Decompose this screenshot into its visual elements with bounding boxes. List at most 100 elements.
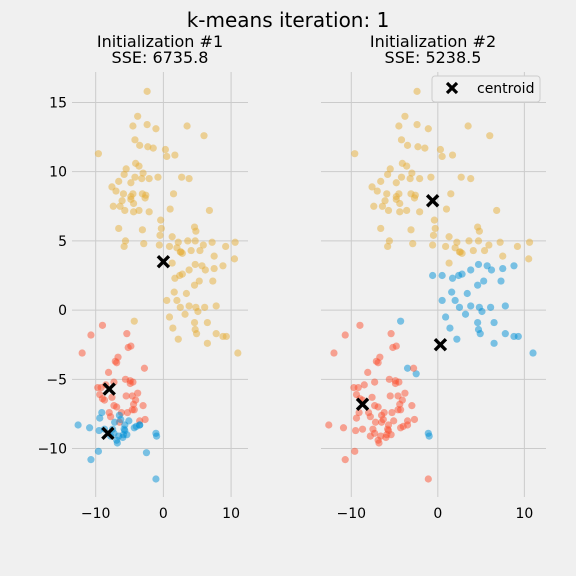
data-point-blue xyxy=(529,349,537,357)
data-point-yellow xyxy=(203,318,211,327)
data-point-blue xyxy=(474,318,482,327)
data-point-yellow xyxy=(178,249,186,257)
data-point-red xyxy=(98,321,107,329)
data-point-yellow xyxy=(122,165,130,173)
data-point-red xyxy=(113,359,121,367)
data-point-yellow xyxy=(149,144,157,152)
data-point-blue xyxy=(153,432,161,440)
data-point-yellow xyxy=(383,190,391,198)
data-point-yellow xyxy=(120,242,128,251)
data-point-red xyxy=(386,392,394,400)
data-point-yellow xyxy=(130,208,138,216)
data-point-red xyxy=(409,364,418,372)
data-point-red xyxy=(78,349,86,357)
data-point-yellow xyxy=(208,238,216,246)
data-point-yellow xyxy=(458,249,466,257)
data-point-yellow xyxy=(169,190,178,198)
data-point-yellow xyxy=(173,296,181,305)
data-point-blue xyxy=(487,303,495,311)
data-point-yellow xyxy=(445,233,453,241)
panel-1-title-line1: Initialization #1 xyxy=(97,32,223,51)
data-point-yellow xyxy=(421,144,429,152)
data-point-red xyxy=(390,417,398,425)
x-tick-label: −10 xyxy=(337,506,367,522)
data-point-yellow xyxy=(138,226,146,234)
data-point-yellow xyxy=(136,141,144,149)
centroid-marker xyxy=(425,194,440,208)
data-point-blue xyxy=(403,364,412,372)
data-point-blue xyxy=(478,307,486,316)
data-point-yellow xyxy=(203,339,211,347)
data-point-yellow xyxy=(185,174,193,183)
panel-1-title-line2: SSE: 6735.8 xyxy=(112,48,209,67)
data-point-yellow xyxy=(416,208,424,216)
y-tick-label: 10 xyxy=(49,165,67,181)
data-point-red xyxy=(355,408,363,417)
data-point-yellow xyxy=(127,192,135,201)
data-point-yellow xyxy=(469,246,477,255)
data-point-yellow xyxy=(445,259,453,267)
data-point-yellow xyxy=(156,231,164,239)
centroid-marker xyxy=(433,338,448,352)
data-point-yellow xyxy=(496,238,504,246)
data-point-red xyxy=(134,389,142,397)
data-point-yellow xyxy=(386,165,394,173)
data-point-red xyxy=(356,321,364,329)
data-point-red xyxy=(325,421,333,429)
data-point-yellow xyxy=(192,227,200,235)
data-point-blue xyxy=(87,456,95,464)
data-point-blue xyxy=(448,288,456,296)
data-point-yellow xyxy=(453,238,461,246)
data-point-red xyxy=(397,406,405,414)
data-point-yellow xyxy=(447,190,455,198)
data-point-yellow xyxy=(448,151,457,159)
data-point-yellow xyxy=(152,125,160,133)
data-point-red xyxy=(141,415,149,424)
data-point-red xyxy=(399,422,407,430)
data-point-yellow xyxy=(161,145,170,154)
data-point-blue xyxy=(438,296,446,305)
data-point-yellow xyxy=(205,206,214,215)
y-tick-label: −10 xyxy=(37,442,67,458)
data-point-yellow xyxy=(191,260,199,269)
data-point-blue xyxy=(480,277,488,285)
data-point-blue xyxy=(74,421,82,429)
data-point-yellow xyxy=(474,237,483,245)
data-point-yellow xyxy=(413,121,421,129)
data-point-red xyxy=(123,330,131,338)
data-point-yellow xyxy=(115,177,123,185)
centroid-marker xyxy=(102,382,116,396)
data-point-yellow xyxy=(127,179,135,187)
data-point-yellow xyxy=(163,152,171,161)
data-point-yellow xyxy=(438,152,446,161)
legend-centroid-marker-icon xyxy=(445,81,459,95)
data-point-yellow xyxy=(171,151,179,159)
data-point-yellow xyxy=(416,174,424,183)
data-point-blue xyxy=(497,277,505,285)
data-point-blue xyxy=(514,332,522,341)
data-point-yellow xyxy=(130,317,138,325)
data-point-yellow xyxy=(381,197,389,205)
data-point-red xyxy=(371,378,379,386)
data-point-yellow xyxy=(135,206,143,215)
data-point-yellow xyxy=(442,205,451,213)
figure-suptitle: k-means iteration: 1 xyxy=(187,8,390,32)
data-point-yellow xyxy=(118,197,126,205)
data-point-blue xyxy=(142,449,151,457)
data-point-blue xyxy=(461,310,470,318)
data-point-yellow xyxy=(165,313,174,321)
data-point-blue xyxy=(113,439,121,447)
data-point-yellow xyxy=(183,122,191,130)
data-point-red xyxy=(371,418,380,426)
data-point-yellow xyxy=(392,192,400,201)
data-point-blue xyxy=(487,266,496,274)
data-point-red xyxy=(387,330,395,338)
data-point-yellow xyxy=(191,237,199,245)
data-point-yellow xyxy=(414,143,422,151)
data-point-blue xyxy=(463,289,471,298)
data-point-red xyxy=(351,447,359,455)
data-point-yellow xyxy=(190,281,199,289)
data-point-yellow xyxy=(410,194,419,202)
data-point-yellow xyxy=(377,177,385,185)
